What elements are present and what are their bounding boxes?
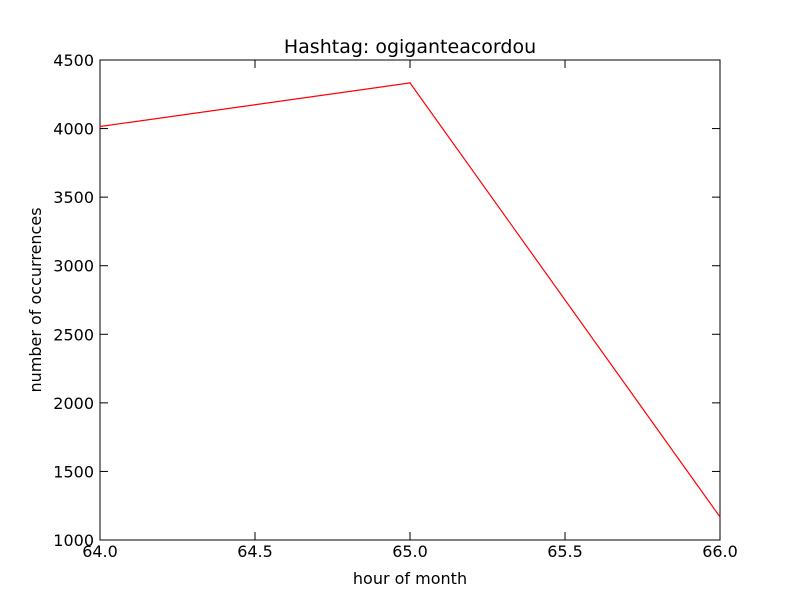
x-tick-label: 64.5 [237, 542, 273, 561]
chart-title: Hashtag: ogiganteacordou [284, 36, 536, 58]
series-layer [99, 82, 721, 518]
y-tick-label: 4500 [53, 51, 94, 70]
x-tick-label: 65.5 [547, 542, 583, 561]
y-tick-label: 4000 [53, 120, 94, 139]
x-axis-ticks: 64.0 64.5 65.0 65.5 66.0 [82, 60, 738, 561]
y-tick-label: 2000 [53, 394, 94, 413]
x-tick-label: 64.0 [82, 542, 118, 561]
x-tick-label: 65.0 [392, 542, 428, 561]
x-tick-label: 66.0 [702, 542, 738, 561]
data-point [409, 82, 411, 84]
y-tick-label: 1500 [53, 462, 94, 481]
y-tick-label: 1000 [53, 531, 94, 550]
y-tick-label: 3000 [53, 257, 94, 276]
plot-frame [99, 59, 721, 541]
y-axis-label: number of occurrences [26, 207, 45, 392]
x-axis-label: hour of month [353, 569, 467, 588]
data-point [719, 516, 721, 518]
y-tick-label: 3500 [53, 188, 94, 207]
series-line [99, 82, 721, 518]
data-point [99, 125, 101, 128]
y-axis-ticks: 1000 1500 2000 2500 3000 3500 4000 4500 [53, 51, 720, 550]
y-tick-label: 2500 [53, 325, 94, 344]
